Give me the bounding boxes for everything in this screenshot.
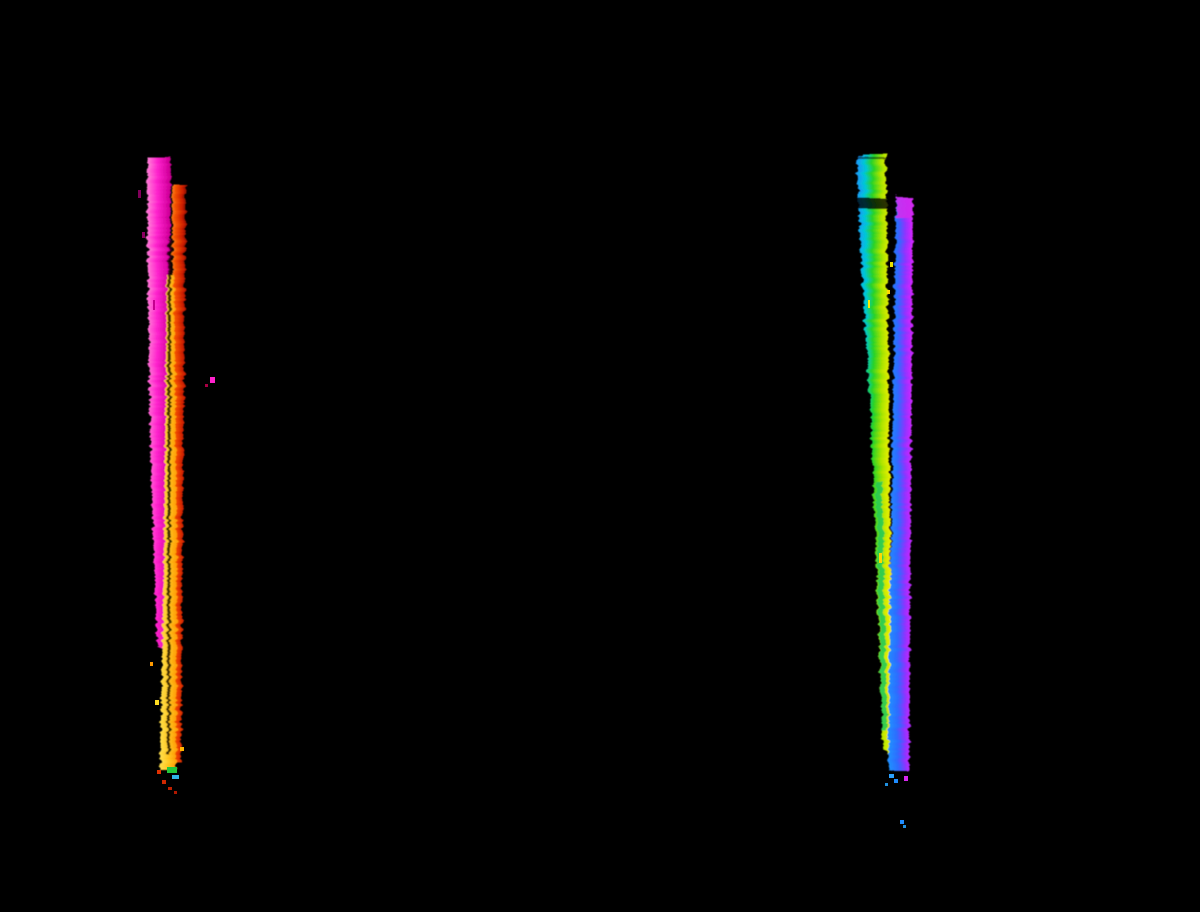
right-streak-blue-magenta <box>888 197 913 772</box>
right-streak-dark-band <box>857 199 889 207</box>
noise-speck <box>868 300 870 308</box>
noise-speck <box>210 377 215 383</box>
noise-speck <box>162 780 166 784</box>
noise-speck <box>172 775 179 779</box>
right-streak-green-strip <box>876 480 887 730</box>
noise-speck <box>167 767 177 773</box>
speck-layer <box>138 190 908 828</box>
noise-speck <box>157 770 161 774</box>
right-streak-top-line <box>857 156 886 159</box>
noise-speck <box>150 662 153 666</box>
noise-speck <box>894 779 898 783</box>
noise-speck <box>168 787 172 790</box>
noise-speck <box>904 776 908 781</box>
noise-speck <box>155 700 159 705</box>
noise-speck <box>174 791 177 794</box>
noise-speck <box>903 825 906 828</box>
streak-layer <box>147 155 913 772</box>
noise-speck <box>153 300 155 310</box>
noise-speck <box>138 190 141 198</box>
noise-speck <box>887 290 890 294</box>
left-streak-dark-seam <box>167 240 171 755</box>
noise-speck <box>205 384 208 387</box>
right-streak-magenta-cap <box>896 197 913 218</box>
noise-speck <box>890 262 893 267</box>
noise-speck <box>180 747 184 751</box>
noise-speck <box>889 774 894 778</box>
noise-speck <box>900 820 904 824</box>
noise-speck <box>142 232 145 238</box>
noise-speck <box>879 553 882 563</box>
noise-speck <box>885 783 888 786</box>
